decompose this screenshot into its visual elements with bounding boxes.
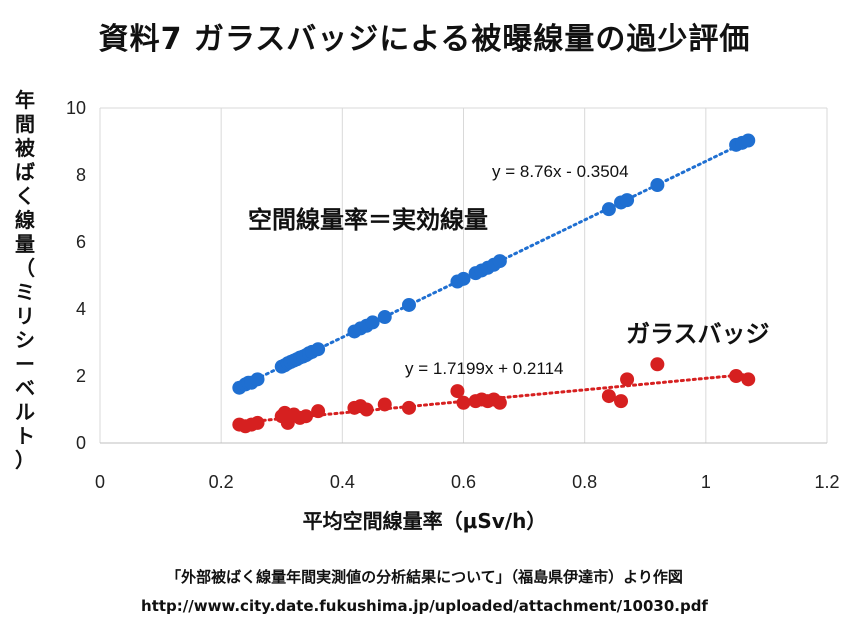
data-point-blue <box>601 202 616 217</box>
data-point-blue <box>492 254 507 269</box>
data-point-red <box>377 397 392 412</box>
y-axis-label-char: ば <box>15 160 35 184</box>
data-point-red <box>601 389 616 404</box>
y-axis-label-char: 量 <box>15 232 35 256</box>
data-point-red <box>492 395 507 410</box>
x-tick-label: 0 <box>95 472 105 492</box>
data-point-red <box>729 369 744 383</box>
y-tick-label: 6 <box>76 232 86 252</box>
data-point-red <box>741 372 756 387</box>
y-tick-label: 2 <box>76 366 86 386</box>
data-point-red <box>311 404 326 419</box>
data-point-red <box>456 395 471 410</box>
equation-red: y = 1.7199x + 0.2114 <box>405 359 563 378</box>
data-point-blue <box>311 342 326 357</box>
y-axis-label-char: く <box>15 184 35 208</box>
y-axis-label-char: 間 <box>15 112 35 136</box>
y-axis-label-char: ト <box>15 424 35 448</box>
y-axis-label: 年間被ばく線量（ミリシーベルト） <box>10 88 40 518</box>
data-point-blue <box>741 133 756 148</box>
y-axis-label-char: 被 <box>15 136 35 160</box>
data-point-red <box>614 394 629 409</box>
y-axis-label-char: ー <box>15 352 35 376</box>
data-point-blue <box>620 193 635 208</box>
y-axis-label-char: 線 <box>15 208 35 232</box>
data-point-blue <box>650 178 665 193</box>
y-axis-label-char: 年 <box>15 88 35 112</box>
x-tick-label: 1.2 <box>814 472 839 492</box>
data-point-red <box>401 400 416 415</box>
data-point-blue <box>250 372 265 387</box>
y-axis-label-char: （ <box>15 256 35 280</box>
data-point-red <box>359 402 374 417</box>
x-axis-label: 平均空間線量率（μSv/h） <box>302 509 547 533</box>
x-tick-label: 0.6 <box>451 472 476 492</box>
chart-title: 資料7 ガラスバッジによる被曝線量の過少評価 <box>98 22 751 57</box>
equation-blue: y = 8.76x - 0.3504 <box>492 162 629 181</box>
data-point-blue <box>401 297 416 312</box>
data-point-blue <box>377 310 392 325</box>
x-tick-label: 0.8 <box>572 472 597 492</box>
data-point-blue <box>365 315 380 330</box>
source-url[interactable]: http://www.city.date.fukushima.jp/upload… <box>141 597 708 615</box>
y-tick-label: 0 <box>76 433 86 453</box>
y-tick-label: 4 <box>76 299 86 319</box>
y-axis-label-char: シ <box>15 328 35 352</box>
data-point-red <box>620 372 635 387</box>
y-tick-label: 8 <box>76 165 86 185</box>
annotation-red: ガラスバッジ <box>626 320 770 348</box>
data-point-red <box>650 357 665 372</box>
x-tick-label: 1 <box>701 472 711 492</box>
x-tick-label: 0.4 <box>330 472 355 492</box>
annotation-blue: 空間線量率＝実効線量 <box>248 206 488 234</box>
data-point-red <box>298 409 313 424</box>
y-axis-label-char: ミ <box>15 280 35 304</box>
y-tick-label: 10 <box>66 98 86 118</box>
data-point-red <box>450 384 465 399</box>
source-citation: 「外部被ばく線量年間実測値の分析結果について」（福島県伊達市）より作図 <box>166 568 683 586</box>
y-axis-label-char: リ <box>15 304 35 328</box>
y-axis-label-char: ） <box>15 448 35 472</box>
y-axis-label-char: ル <box>15 400 35 424</box>
y-axis-label-char: ベ <box>15 376 35 400</box>
data-point-blue <box>456 271 471 286</box>
x-tick-label: 0.2 <box>209 472 234 492</box>
data-point-red <box>250 415 265 430</box>
